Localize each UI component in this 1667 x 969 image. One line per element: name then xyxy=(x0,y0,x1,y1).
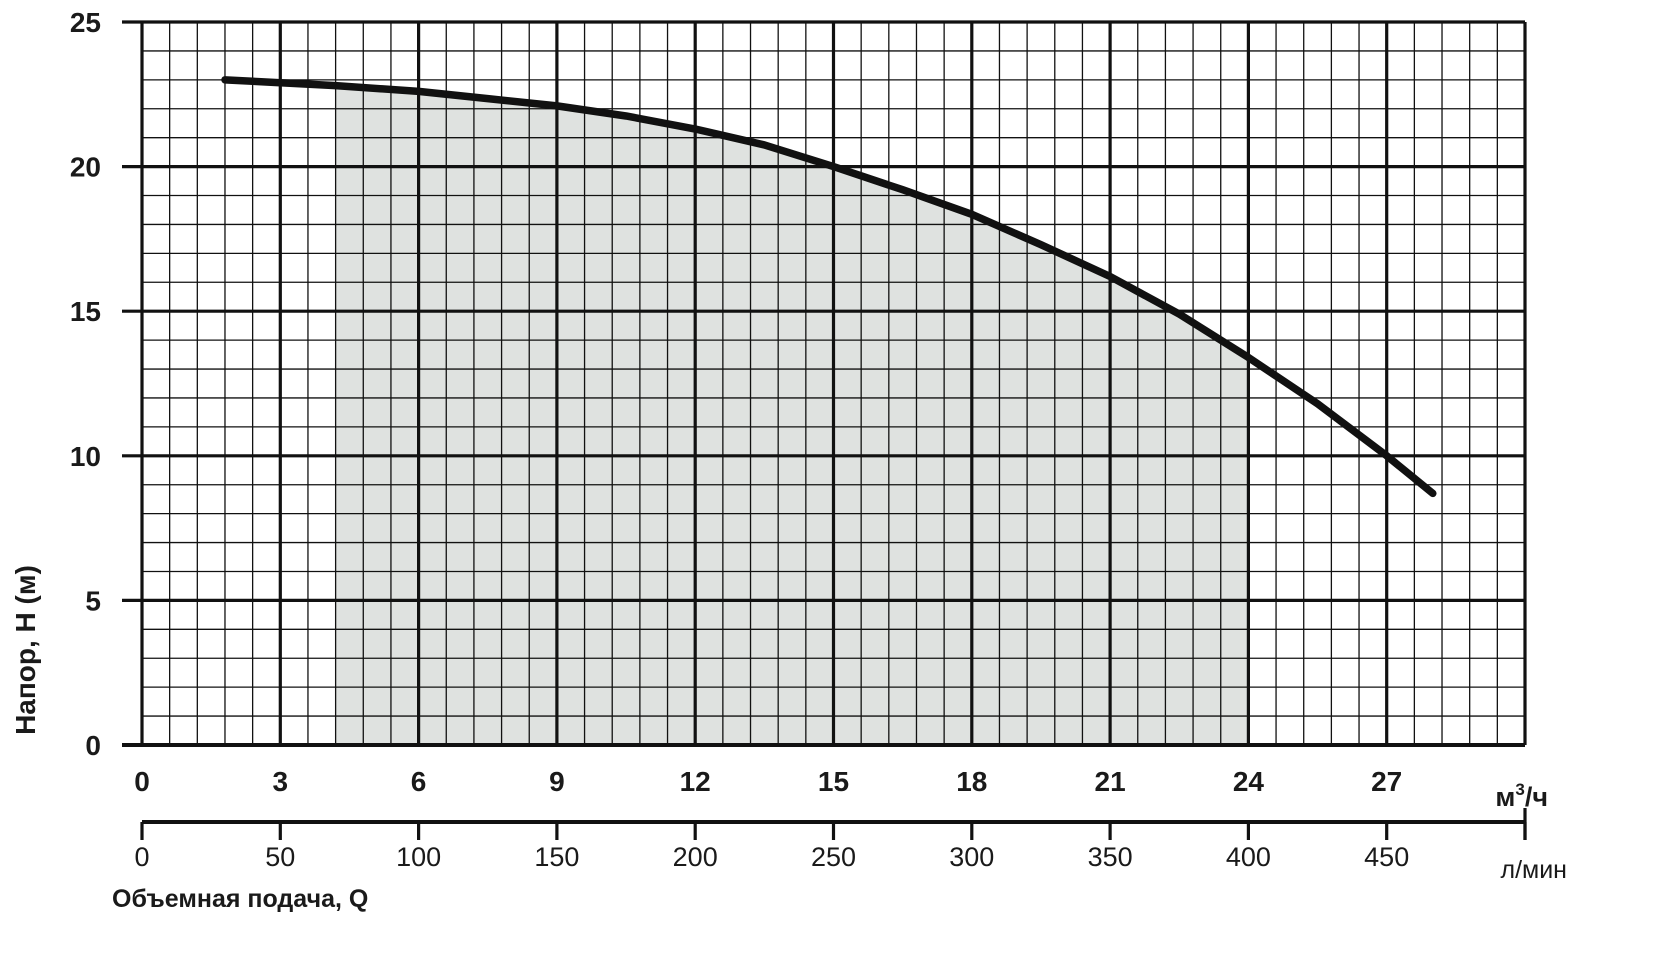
x-tick-label-secondary: 300 xyxy=(949,842,994,872)
y-tick-label: 0 xyxy=(85,730,101,761)
x-tick-label: 9 xyxy=(549,766,565,797)
y-tick-label: 15 xyxy=(70,296,101,327)
y-tick-label: 25 xyxy=(70,7,101,38)
x-tick-label-secondary: 400 xyxy=(1226,842,1271,872)
x-tick-label: 3 xyxy=(273,766,289,797)
x-tick-label-secondary: 450 xyxy=(1364,842,1409,872)
operating-range-shade xyxy=(335,85,1249,745)
x-tick-label: 12 xyxy=(680,766,711,797)
x-tick-label-secondary: 50 xyxy=(265,842,295,872)
x-tick-label: 0 xyxy=(134,766,150,797)
x-tick-label: 15 xyxy=(818,766,849,797)
x-tick-label-secondary: 100 xyxy=(396,842,441,872)
x-unit-secondary: л/мин xyxy=(1501,856,1568,884)
y-tick-label: 10 xyxy=(70,441,101,472)
x-tick-label: 24 xyxy=(1233,766,1265,797)
curve-layer xyxy=(221,76,1437,498)
x-tick-label-secondary: 0 xyxy=(134,842,149,872)
x-axis-title: Объемная подача, Q xyxy=(112,885,368,913)
chart-grid xyxy=(140,20,1527,747)
x-tick-label: 21 xyxy=(1095,766,1126,797)
x-tick-label: 18 xyxy=(956,766,987,797)
x-tick-label: 27 xyxy=(1371,766,1402,797)
x-tick-label-secondary: 200 xyxy=(673,842,718,872)
performance-curve-line xyxy=(221,76,1437,498)
operating-range-area xyxy=(335,85,1249,745)
y-tick-label: 20 xyxy=(70,152,101,183)
tick-labels: 0 3 6 9 12 15 18 21 24 270 50 100 150 200 250 300 350 400… xyxy=(70,7,1548,872)
x-tick-label-secondary: 250 xyxy=(811,842,856,872)
x-tick-label: 6 xyxy=(411,766,427,797)
x-tick-label-secondary: 150 xyxy=(534,842,579,872)
y-axis-title: Напор, H (м) xyxy=(10,565,41,735)
y-tick-label: 5 xyxy=(85,585,101,616)
chart-axes xyxy=(122,20,1527,840)
x-unit-primary: м3/ч xyxy=(1495,780,1548,812)
x-tick-label-secondary: 350 xyxy=(1088,842,1133,872)
